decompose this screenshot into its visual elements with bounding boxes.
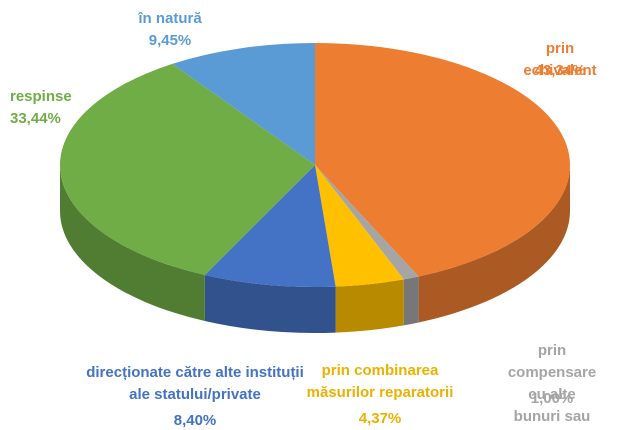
slice (315, 43, 570, 277)
slice-side (403, 276, 419, 326)
slice-value: 4,37% (358, 410, 402, 427)
slice-value: 43,34% (534, 62, 586, 79)
slice (315, 165, 419, 280)
slice-side (204, 275, 336, 334)
slice-value: 33,44% (10, 110, 61, 127)
slice-label: direcționate către alte instituții ale s… (86, 364, 304, 403)
slice-label: prin combinarea măsurilor reparatorii (306, 362, 454, 401)
slice-label: prin compensare cu alte bunuri sau servi… (507, 342, 597, 425)
slice-side (418, 165, 570, 323)
slice-label: respinse (10, 88, 72, 105)
slice-value: 8,40% (173, 412, 217, 429)
slice-side (335, 279, 404, 333)
slice-label: prin echivalent (523, 40, 597, 79)
slice-side (60, 165, 205, 322)
slice (60, 63, 315, 276)
slice (315, 165, 404, 287)
slice (172, 43, 315, 165)
slice (204, 165, 336, 287)
slice-value: 1,00% (530, 390, 574, 407)
slice-value: 9,45% (148, 32, 192, 49)
slice-label: în natură (138, 10, 202, 27)
